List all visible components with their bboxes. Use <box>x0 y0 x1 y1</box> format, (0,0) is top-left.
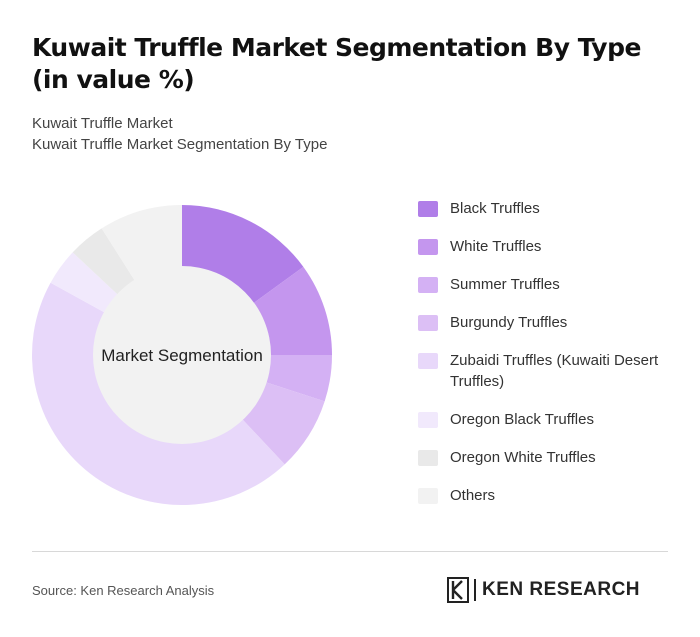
legend-item: Others <box>418 485 678 506</box>
legend-item: White Truffles <box>418 236 678 257</box>
footer-divider <box>32 551 668 552</box>
legend-label: Others <box>450 487 496 504</box>
legend-label: Burgundy Truffles <box>450 314 568 331</box>
legend-swatch <box>418 412 438 428</box>
chart-title: Kuwait Truffle Market Segmentation By Ty… <box>32 33 641 94</box>
source-note: Source: Ken Research Analysis <box>32 583 215 598</box>
legend-swatch <box>418 353 438 369</box>
ken-research-logo: KEN RESEARCH <box>447 575 640 605</box>
legend-swatch <box>418 488 438 504</box>
subtitle-line-1: Kuwait Truffle Market <box>32 115 173 132</box>
logo-text: KEN RESEARCH <box>482 579 641 600</box>
legend-swatch <box>418 277 438 293</box>
legend-swatch <box>418 239 438 255</box>
center-label: Market Segmentation <box>101 346 263 365</box>
ken-research-logo-icon <box>447 577 469 603</box>
legend-label: Oregon White Truffles <box>450 449 596 466</box>
donut-chart: Market Segmentation <box>31 205 332 506</box>
legend-swatch <box>418 201 438 217</box>
logo-divider <box>474 579 476 601</box>
legend-label: Black Truffles <box>450 200 540 217</box>
donut-hole <box>93 266 271 444</box>
legend-item: Black Truffles <box>418 198 678 219</box>
legend: Black Truffles White Truffles Summer Truff… <box>418 198 678 523</box>
legend-item: Zubaidi Truffles (Kuwaiti Desert Truffle… <box>418 350 678 392</box>
legend-item: Oregon White Truffles <box>418 447 678 468</box>
subtitle-line-2: Kuwait Truffle Market Segmentation By Ty… <box>32 136 328 153</box>
legend-swatch <box>418 315 438 331</box>
legend-swatch <box>418 450 438 466</box>
chart-subtitle: Kuwait Truffle Market Kuwait Truffle Mar… <box>32 113 327 155</box>
legend-label: White Truffles <box>450 238 542 255</box>
legend-label: Summer Truffles <box>450 276 560 293</box>
legend-label: Zubaidi Truffles (Kuwaiti Desert Truffle… <box>450 352 659 390</box>
legend-item: Summer Truffles <box>418 274 678 295</box>
legend-label: Oregon Black Truffles <box>450 411 594 428</box>
legend-item: Oregon Black Truffles <box>418 409 678 430</box>
legend-item: Burgundy Truffles <box>418 312 678 333</box>
